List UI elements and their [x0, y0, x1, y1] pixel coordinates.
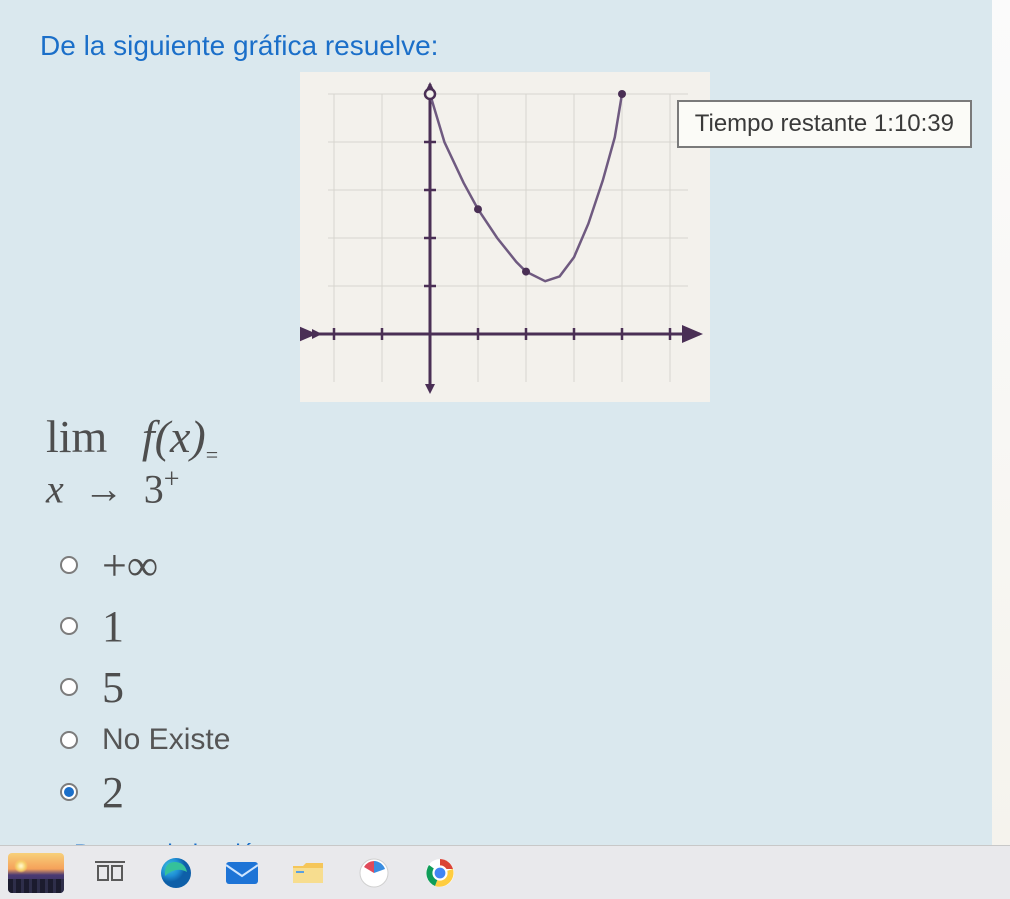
radio-button[interactable] — [60, 556, 78, 574]
task-view-icon[interactable] — [90, 853, 130, 893]
answer-option[interactable]: No Existe — [60, 723, 970, 757]
lim-arrow: → — [84, 467, 124, 512]
start-wallpaper-icon[interactable] — [8, 853, 64, 893]
timer-label: Tiempo restante — [695, 110, 868, 137]
option-label: 1 — [102, 601, 124, 652]
lim-equals: = — [206, 442, 218, 467]
answer-option[interactable]: 2 — [60, 767, 970, 818]
radio-button[interactable] — [60, 617, 78, 635]
radio-button[interactable] — [60, 783, 78, 801]
option-label: No Existe — [102, 723, 230, 757]
limit-expression: lim f(x)= x → 3+ — [46, 414, 970, 510]
taskbar[interactable] — [0, 845, 1010, 899]
lim-func: f(x) — [142, 411, 206, 462]
timer-value: 1:10:39 — [874, 110, 954, 137]
radio-button[interactable] — [60, 731, 78, 749]
answer-option[interactable]: +∞ — [60, 540, 970, 591]
lim-side: + — [164, 464, 180, 495]
lim-value: 3 — [144, 467, 164, 512]
right-gutter — [992, 0, 1010, 845]
graph-svg — [300, 72, 710, 402]
time-remaining: Tiempo restante 1:10:39 — [677, 100, 972, 148]
answer-option[interactable]: 5 — [60, 662, 970, 713]
app-icon[interactable] — [354, 853, 394, 893]
radio-button[interactable] — [60, 678, 78, 696]
file-explorer-icon[interactable] — [288, 853, 328, 893]
function-graph — [300, 72, 710, 402]
option-label: 5 — [102, 662, 124, 713]
edge-icon[interactable] — [156, 853, 196, 893]
chrome-icon[interactable] — [420, 853, 460, 893]
mail-icon[interactable] — [222, 853, 262, 893]
lim-var: x — [46, 467, 64, 512]
lim-text: lim — [46, 411, 107, 462]
question-prompt: De la siguiente gráfica resuelve: — [40, 30, 970, 62]
option-label: 2 — [102, 767, 124, 818]
answer-option[interactable]: 1 — [60, 601, 970, 652]
option-label: +∞ — [102, 540, 158, 591]
question-card: De la siguiente gráfica resuelve: Tiempo… — [0, 0, 1010, 868]
answer-options: +∞ 1 5 No Existe 2 — [60, 540, 970, 818]
